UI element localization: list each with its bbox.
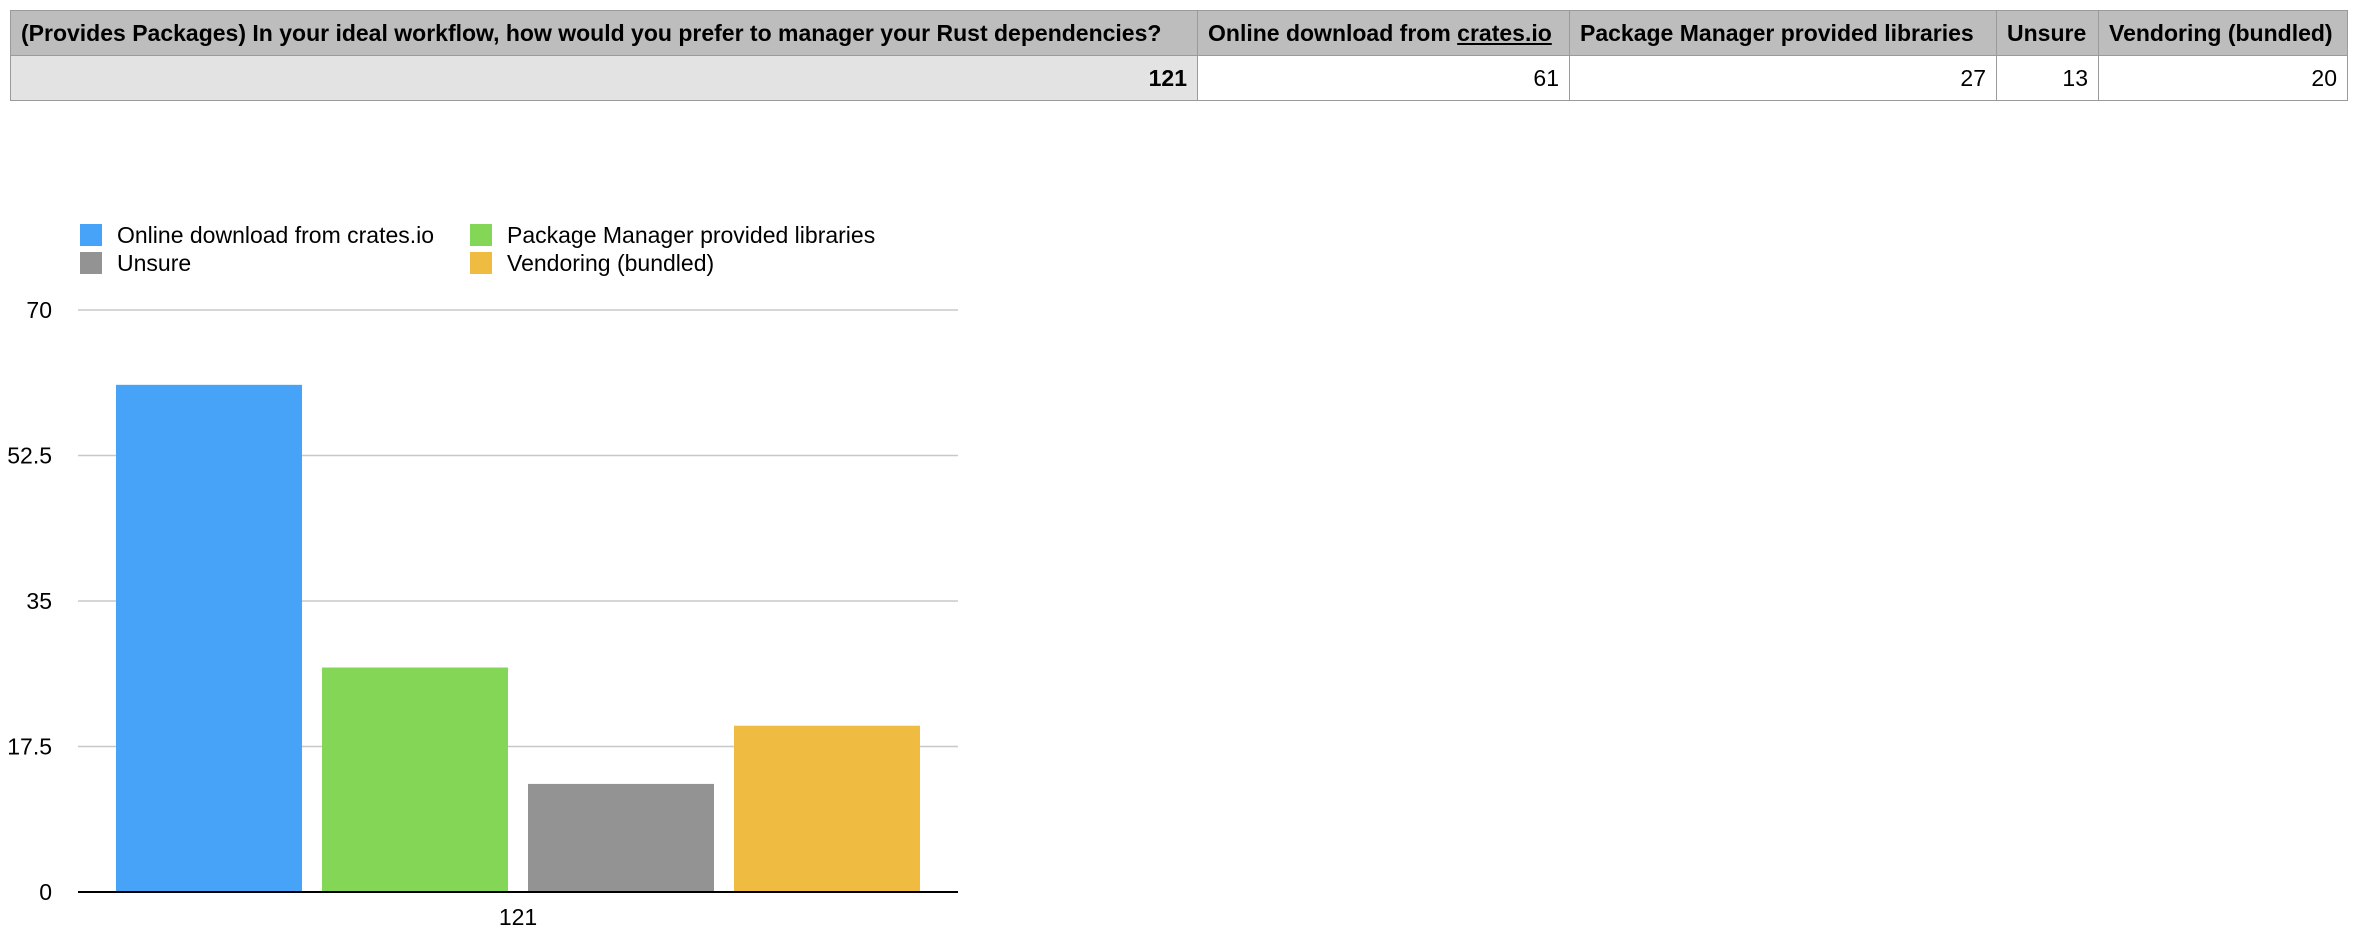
table-row: 121 61 27 13 20 — [10, 55, 2348, 101]
legend-swatch — [80, 224, 102, 246]
header-online-download[interactable]: Online download from crates.io — [1197, 10, 1570, 56]
y-tick-label: 17.5 — [7, 734, 52, 760]
x-axis: 121 — [78, 891, 958, 930]
legend-swatch — [80, 252, 102, 274]
bar[interactable] — [734, 725, 920, 892]
crates-io-link[interactable]: crates.io — [1457, 19, 1552, 46]
legend-entry-label: Vendoring (bundled) — [507, 250, 714, 276]
bar[interactable] — [322, 667, 508, 892]
bar[interactable] — [528, 783, 714, 892]
table-header-row: (Provides Packages) In your ideal workfl… — [10, 10, 2348, 56]
header-question[interactable]: (Provides Packages) In your ideal workfl… — [10, 10, 1198, 56]
cell-package-manager[interactable]: 27 — [1569, 55, 1997, 101]
bar-chart: Online download from crates.io Package Ma… — [7, 222, 958, 930]
legend-swatch — [470, 224, 492, 246]
y-axis-ticks: 0 17.5 35 52.5 70 — [7, 297, 52, 905]
header-vendoring[interactable]: Vendoring (bundled) — [2098, 10, 2348, 56]
chart-bars — [116, 384, 920, 892]
y-tick-label: 70 — [26, 297, 52, 323]
cell-vendoring[interactable]: 20 — [2098, 55, 2348, 101]
y-tick-label: 0 — [39, 879, 52, 905]
y-tick-label: 52.5 — [7, 443, 52, 469]
legend-swatch — [470, 252, 492, 274]
row-label[interactable]: 121 — [10, 55, 1198, 101]
legend-entry-label: Online download from crates.io — [117, 222, 434, 248]
legend-entry-label: Package Manager provided libraries — [507, 222, 875, 248]
header-package-manager[interactable]: Package Manager provided libraries — [1569, 10, 1997, 56]
cell-unsure[interactable]: 13 — [1996, 55, 2099, 101]
x-tick-label: 121 — [499, 904, 537, 930]
header-online-prefix: Online download from — [1208, 19, 1458, 46]
legend-entry-label: Unsure — [117, 250, 191, 276]
y-tick-label: 35 — [26, 588, 52, 614]
bar[interactable] — [116, 384, 302, 892]
data-table: (Provides Packages) In your ideal workfl… — [10, 10, 2348, 101]
chart-legend: Online download from crates.io Package Ma… — [80, 222, 875, 276]
cell-online-download[interactable]: 61 — [1197, 55, 1570, 101]
header-unsure[interactable]: Unsure — [1996, 10, 2099, 56]
